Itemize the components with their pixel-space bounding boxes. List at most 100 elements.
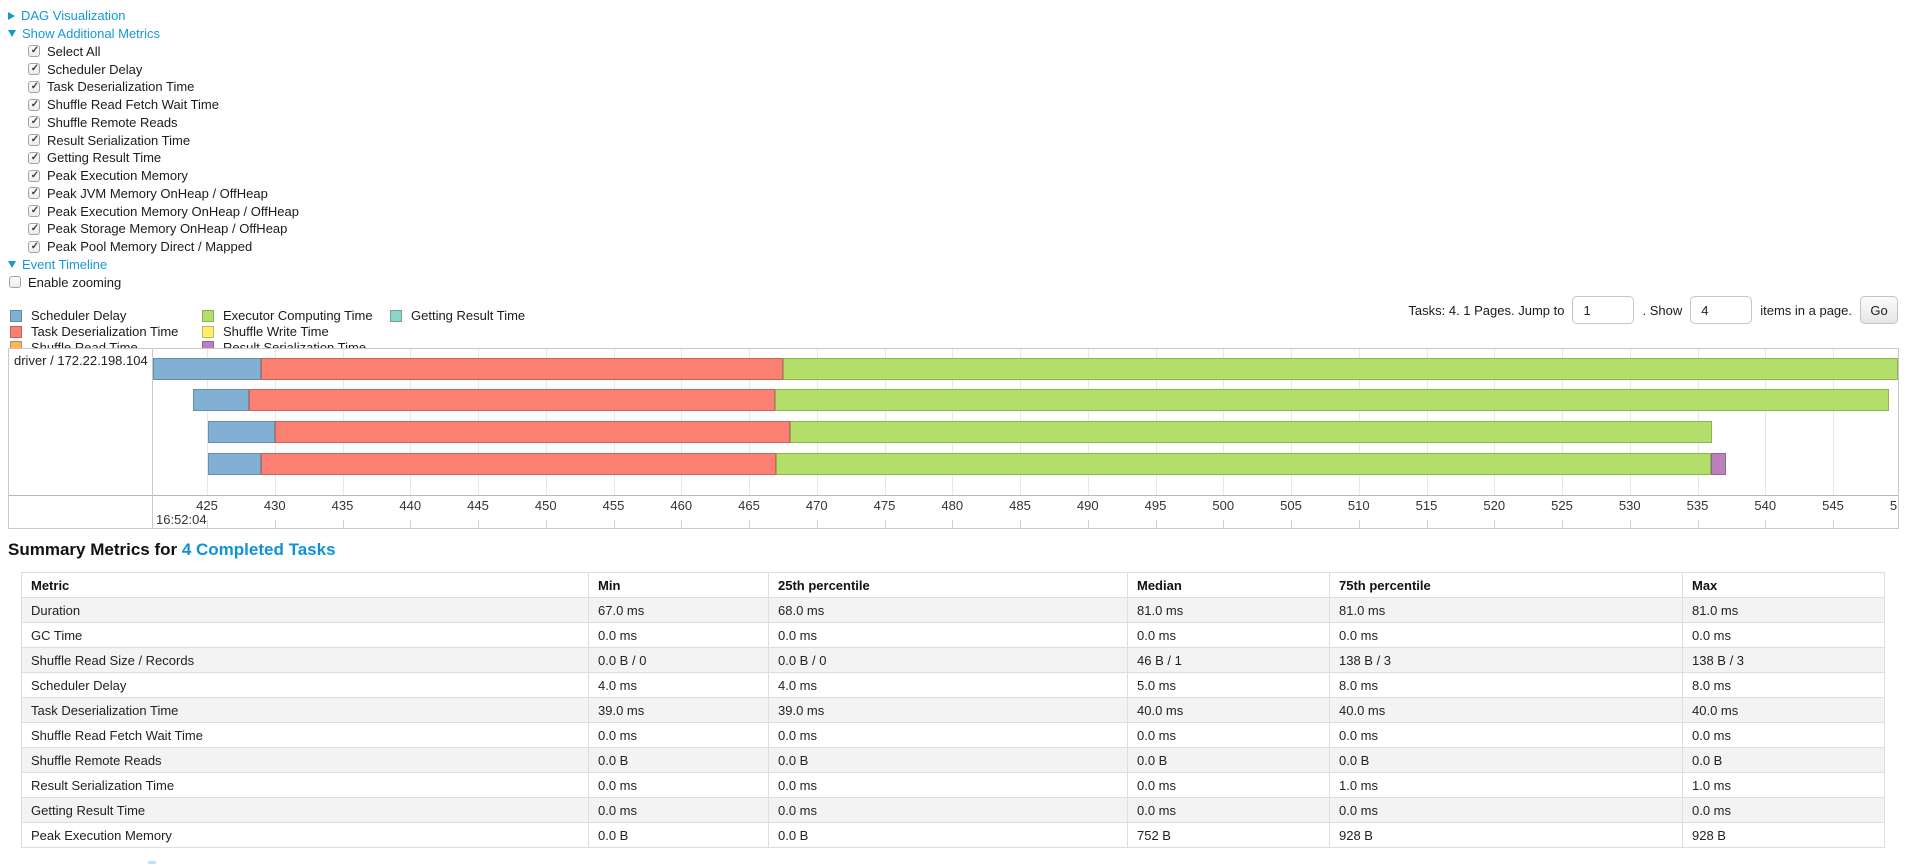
metric-checkbox-label: Result Serialization Time: [47, 132, 191, 148]
table-row: Getting Result Time 0.0 ms 0.0 ms 0.0 ms 0.0…: [21, 797, 1885, 823]
metric-value-cell: 0.0 ms: [1127, 772, 1330, 798]
gridline: [1833, 349, 1834, 495]
task-1-executor-computing-bar[interactable]: [782, 358, 1898, 380]
tick-label: 520: [1483, 498, 1506, 513]
tick-mark: [613, 520, 615, 528]
tick-mark: [681, 520, 683, 528]
metric-value-cell: 40.0 ms: [1329, 697, 1683, 723]
column-header: 75th percentile: [1329, 572, 1683, 598]
metric-checkbox-5[interactable]: [28, 134, 41, 147]
metric-value-cell: 752 B: [1127, 822, 1330, 848]
dag-visualization-toggle[interactable]: DAG Visualization: [8, 8, 126, 23]
tick-mark: [1765, 520, 1767, 528]
metric-value-cell: 138 B / 3: [1682, 647, 1885, 673]
table-body: Duration 67.0 ms 68.0 ms 81.0 ms 81.0 ms 81.0…: [21, 597, 1885, 848]
metric-value-cell: 4.0 ms: [768, 672, 1128, 698]
dag-visualization-label: DAG Visualization: [21, 8, 126, 24]
task-3-task-deserialization-bar[interactable]: [274, 421, 790, 443]
metric-value-cell: 0.0 ms: [1682, 722, 1885, 748]
show-additional-metrics-label: Show Additional Metrics: [22, 26, 161, 42]
metric-value-cell: 8.0 ms: [1329, 672, 1683, 698]
metric-checkbox-label: Peak Pool Memory Direct / Mapped: [47, 239, 253, 255]
completed-tasks-link[interactable]: 4 Completed Tasks: [181, 540, 336, 559]
metric-checkbox-3[interactable]: [28, 98, 41, 111]
metric-checkbox-10[interactable]: [28, 222, 41, 235]
task-3-executor-computing-bar[interactable]: [789, 421, 1713, 443]
task-1-scheduler-delay-bar[interactable]: [153, 358, 262, 380]
metric-checkbox-9[interactable]: [28, 205, 41, 218]
legend-label: Scheduler Delay: [31, 308, 127, 324]
tick-label: 545: [1822, 498, 1844, 513]
metric-checkbox-label: Peak Execution Memory OnHeap / OffHeap: [47, 203, 299, 219]
task-pagination: Tasks: 4. 1 Pages. Jump to . Show items …: [1408, 295, 1898, 325]
metric-name-cell: GC Time: [21, 622, 589, 648]
tick-label: 530: [1618, 498, 1641, 513]
tick-label: 445: [467, 498, 489, 513]
task-2-executor-computing-bar[interactable]: [774, 389, 1889, 411]
task-2-task-deserialization-bar[interactable]: [249, 389, 775, 411]
table-row: Task Deserialization Time 39.0 ms 39.0 ms 4…: [21, 697, 1885, 723]
metric-value-cell: 40.0 ms: [1682, 697, 1885, 723]
metric-checkbox-label: Peak JVM Memory OnHeap / OffHeap: [47, 185, 268, 201]
table-row: Shuffle Read Fetch Wait Time 0.0 ms 0.0 ms…: [21, 722, 1885, 748]
metric-value-cell: 0.0 B: [768, 747, 1128, 773]
tick-mark: [816, 520, 818, 528]
task-2-scheduler-delay-bar[interactable]: [193, 389, 249, 411]
metric-checkbox-0[interactable]: [28, 45, 41, 58]
tick-label: 480: [941, 498, 964, 513]
metric-value-cell: 0.0 ms: [588, 772, 769, 798]
tick-label: 440: [399, 498, 422, 513]
tasks-count-text: Tasks: 4. 1 Pages. Jump to: [1408, 302, 1565, 318]
task-3-scheduler-delay-bar[interactable]: [208, 421, 275, 443]
column-header: 25th percentile: [768, 572, 1128, 598]
tick-label: 435: [331, 498, 354, 513]
metric-value-cell: 0.0 B: [768, 822, 1128, 848]
legend-swatch-icon: [10, 325, 22, 338]
table-row: Duration 67.0 ms 68.0 ms 81.0 ms 81.0 ms 81.0…: [21, 597, 1885, 623]
metric-checkbox-8[interactable]: [28, 187, 41, 200]
tick-mark: [884, 520, 886, 528]
metric-value-cell: 39.0 ms: [588, 697, 769, 723]
metric-value-cell: 68.0 ms: [768, 597, 1128, 623]
row-label-separator: [152, 349, 153, 528]
tick-mark: [952, 520, 954, 528]
x-axis-line: [9, 495, 1898, 496]
tick-mark: [410, 520, 412, 528]
show-additional-metrics-toggle[interactable]: Show Additional Metrics: [8, 26, 160, 41]
tick-mark: [342, 520, 344, 528]
tick-mark: [1426, 520, 1428, 528]
metric-value-cell: 0.0 ms: [1329, 622, 1683, 648]
tick-mark: [1087, 520, 1089, 528]
metric-checkbox-4[interactable]: [28, 116, 41, 129]
column-header: Min: [588, 572, 769, 598]
metric-checkbox-label: Getting Result Time: [47, 150, 162, 166]
metric-checkbox-11[interactable]: [28, 240, 41, 253]
metric-checkbox-6[interactable]: [28, 151, 41, 164]
metric-checkbox-2[interactable]: [28, 80, 41, 93]
tick-mark: [1494, 520, 1496, 528]
items-per-page-input[interactable]: [1690, 296, 1753, 324]
metric-value-cell: 0.0 ms: [588, 722, 769, 748]
jump-to-page-input[interactable]: [1572, 296, 1635, 324]
metric-checkbox-1[interactable]: [28, 63, 41, 76]
metric-checkbox-7[interactable]: [28, 169, 41, 182]
metric-checkbox-label: Peak Execution Memory: [47, 168, 188, 184]
task-4-result-serialization-bar[interactable]: [1711, 453, 1726, 475]
clipped-content-fragment: [148, 861, 156, 864]
enable-zooming-checkbox[interactable]: [9, 276, 21, 289]
task-4-scheduler-delay-bar[interactable]: [208, 453, 262, 475]
tick-mark: [1697, 520, 1699, 528]
event-timeline-toggle[interactable]: Event Timeline: [8, 257, 107, 272]
task-1-task-deserialization-bar[interactable]: [261, 358, 783, 380]
metric-value-cell: 81.0 ms: [1682, 597, 1885, 623]
task-4-executor-computing-bar[interactable]: [776, 453, 1712, 475]
tick-label: 460: [670, 498, 693, 513]
go-button[interactable]: Go: [1860, 296, 1898, 324]
metric-value-cell: 67.0 ms: [588, 597, 769, 623]
metric-name-cell: Peak Execution Memory: [21, 822, 589, 848]
metric-checkbox-list: Select All Scheduler Delay Task Deserializ…: [8, 43, 299, 256]
tick-label: 450: [534, 498, 557, 513]
metric-checkbox-row: Task Deserialization Time: [8, 78, 299, 96]
task-4-task-deserialization-bar[interactable]: [261, 453, 777, 475]
tick-mark: [274, 520, 276, 528]
